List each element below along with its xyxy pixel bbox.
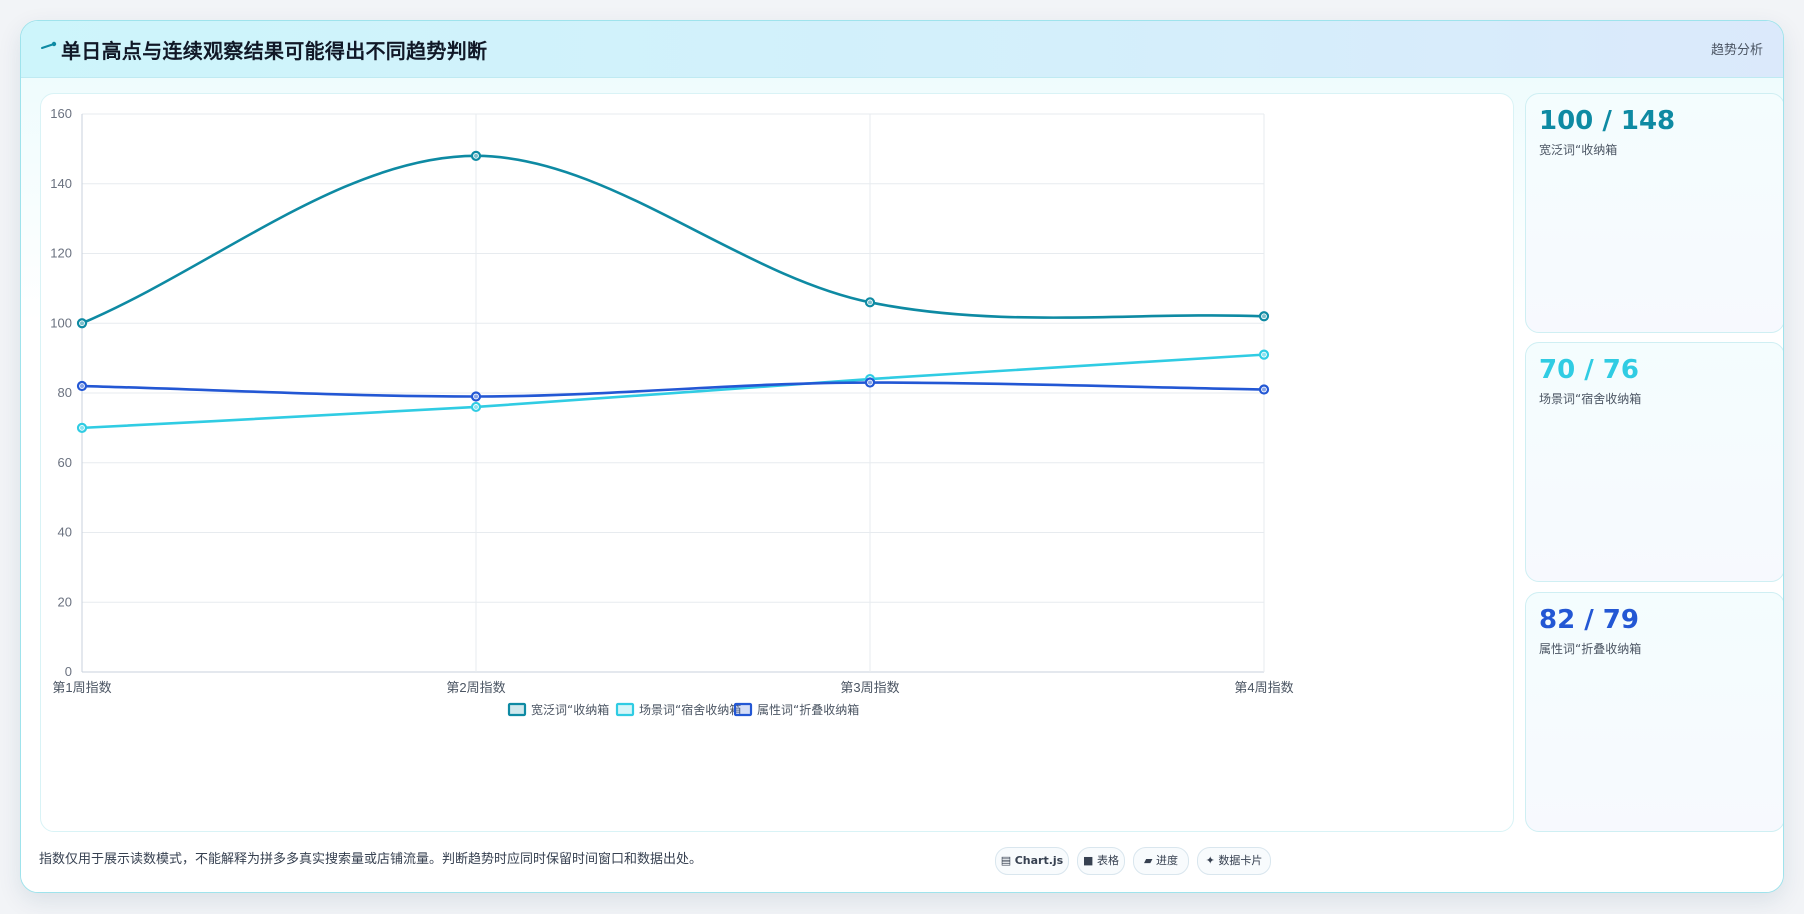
legend-swatch (507, 702, 527, 717)
legend-label: 属性词“折叠收纳箱 (757, 702, 859, 717)
data-point-fill (80, 321, 84, 326)
y-tick-label: 80 (58, 385, 72, 400)
card-header: 单日高点与连续观察结果可能得出不同趋势判断 趋势分析 (21, 21, 1783, 78)
x-tick-label: 第4周指数 (1234, 680, 1293, 695)
data-point-fill (474, 394, 478, 399)
chip-chartjs[interactable]: ▤ Chart.js (995, 847, 1069, 875)
chip-table[interactable]: ■ 表格 (1077, 847, 1125, 875)
data-point-fill (474, 404, 478, 409)
legend-swatch (615, 702, 635, 717)
chart-panel: 0 20 40 60 80 100 120 140 160 第1周指数 第2周指数 第3周指数 第4周指… (40, 93, 1514, 832)
category-tag: 趋势分析 (1710, 43, 1763, 58)
y-tick-label: 140 (50, 176, 72, 191)
stat-label: 场景词“宿舍收纳箱 (1539, 392, 1642, 406)
series-line (81, 381, 1265, 398)
y-tick-label: 40 (58, 525, 72, 540)
chart-icon: ▤ (1000, 854, 1012, 867)
data-point-fill (868, 300, 872, 305)
footnote: 指数仅用于展示读数模式，不能解释为拼多多真实搜索量或店铺流量。判断趋势时应同时保… (39, 852, 703, 867)
series-line (81, 154, 1265, 325)
y-tick-label: 160 (50, 106, 72, 121)
data-point-fill (1262, 352, 1266, 357)
x-tick-label: 第2周指数 (446, 680, 505, 695)
table-icon: ■ (1083, 854, 1094, 867)
chip-label: Chart.js (1014, 854, 1064, 867)
line-chart: 0 20 40 60 80 100 120 140 160 第1周指数 第2周指数 第3周指数 第4周指… (50, 106, 1293, 717)
sparkle-icon: ✦ (1205, 854, 1215, 867)
y-tick-label: 0 (65, 664, 72, 679)
data-point-fill (868, 380, 872, 385)
stat-label: 属性词“折叠收纳箱 (1539, 642, 1642, 656)
stat-label: 宽泛词“收纳箱 (1539, 143, 1618, 157)
chip-data-card[interactable]: ✦ 数据卡片 (1197, 847, 1271, 875)
chip-label: 数据卡片 (1218, 854, 1263, 867)
data-point-fill (1262, 387, 1266, 392)
chip-label: 进度 (1155, 854, 1178, 867)
chip-label: 表格 (1096, 854, 1119, 867)
legend-swatch (733, 702, 753, 717)
stat-card: 100 / 148 宽泛词“收纳箱 (1525, 93, 1783, 333)
x-tick-label: 第1周指数 (52, 680, 111, 695)
data-point-fill (474, 153, 478, 158)
chip-progress[interactable]: ▰ 进度 (1133, 847, 1189, 875)
stat-value: 100 / 148 (1539, 106, 1676, 136)
x-tick-label: 第3周指数 (840, 680, 899, 695)
y-tick-label: 60 (58, 455, 72, 470)
data-point-fill (80, 384, 84, 389)
stat-card: 70 / 76 场景词“宿舍收纳箱 (1525, 342, 1783, 582)
y-tick-label: 20 (58, 594, 72, 609)
y-tick-label: 100 (50, 315, 72, 330)
legend-label: 场景词“宿舍收纳箱 (639, 702, 741, 717)
chart-card: 单日高点与连续观察结果可能得出不同趋势判断 趋势分析 0 20 40 60 80 100 1… (20, 20, 1784, 893)
legend-label: 宽泛词“收纳箱 (531, 702, 609, 717)
data-point-fill (80, 425, 84, 430)
series-line (81, 353, 1265, 430)
page-title: 单日高点与连续观察结果可能得出不同趋势判断 (61, 39, 488, 63)
stat-value: 82 / 79 (1539, 605, 1639, 635)
stat-value: 70 / 76 (1539, 355, 1639, 385)
stat-card: 82 / 79 属性词“折叠收纳箱 (1525, 592, 1783, 832)
progress-icon: ▰ (1144, 854, 1153, 867)
y-tick-label: 120 (50, 246, 72, 261)
comet-icon (41, 41, 57, 49)
data-point-fill (1262, 314, 1266, 319)
